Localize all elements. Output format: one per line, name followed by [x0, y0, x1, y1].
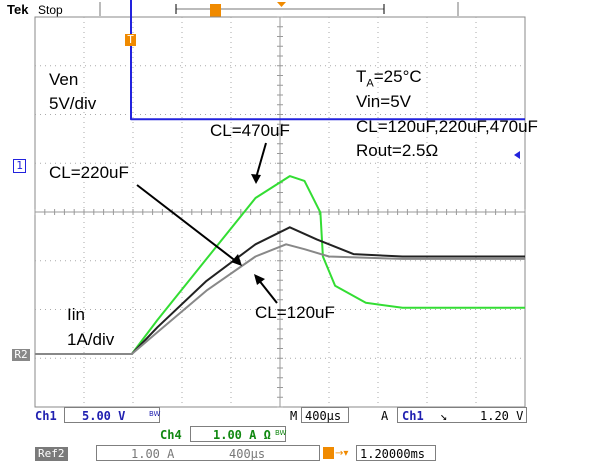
iin-scale-label: 1A/div: [67, 330, 115, 349]
iin-label: Iin: [67, 305, 85, 324]
ref2-readout-label: Ref2: [35, 447, 68, 461]
trigger-level: 1.20 V: [480, 409, 524, 423]
trigger-position-box[interactable]: 1.20000ms: [356, 445, 436, 461]
ch1-level-arrow: [514, 151, 520, 159]
arrow-cl120: [257, 278, 278, 304]
condition-ta: TA=25°C: [356, 67, 422, 90]
cl220-label: CL=220uF: [49, 163, 129, 182]
timebase-value: 400µs: [305, 409, 342, 423]
condition-cl: CL=120uF,220uF,470uF: [356, 117, 538, 136]
annotation-arrows: [136, 142, 278, 304]
ch1-bw-icon: BW: [149, 410, 161, 418]
ch4-bw-icon: BW: [275, 429, 287, 437]
ref2-info-box[interactable]: 1.00 A 400µs: [96, 445, 320, 461]
trace-cl-120uf: [35, 243, 525, 355]
record-position-marker: [210, 4, 221, 17]
record-bar: [99, 2, 459, 17]
graticule-grid: [34, 16, 526, 408]
ch1-scale-value: 5.00 V: [82, 409, 126, 423]
arrow-cl470: [255, 142, 267, 179]
ch4-scale-value: 1.00 A Ω: [213, 428, 271, 442]
ven-label: Ven: [49, 70, 79, 89]
trigger-mode: A: [381, 409, 389, 423]
cl470-label: CL=470uF: [210, 121, 290, 140]
ref2-scale: 1.00 A: [131, 447, 175, 461]
trigger-marker: T: [125, 34, 136, 46]
brand-logo: Tek: [7, 2, 29, 17]
ch1-marker: 1: [13, 159, 26, 173]
ref2-marker: R2: [12, 349, 30, 361]
ch4-scale-box[interactable]: 1.00 A Ω BW: [190, 426, 286, 442]
trace-cl-220uf: [35, 226, 525, 355]
arrow-cl220: [136, 184, 238, 263]
trace-cl-470uf: [35, 175, 525, 355]
trigger-source: Ch1: [402, 409, 424, 423]
arrow-right-icon: →▾: [335, 448, 349, 459]
condition-vin: Vin=5V: [356, 92, 411, 111]
ref2-timebase: 400µs: [229, 447, 266, 461]
trigger-position-value: 1.20000ms: [360, 447, 426, 461]
trigger-position-arrow: [277, 2, 286, 7]
acquisition-status: Stop: [38, 3, 63, 17]
timebase-prefix: M: [290, 409, 298, 423]
cl120-label: CL=120uF: [255, 303, 335, 322]
ch4-readout-label: Ch4: [160, 428, 182, 442]
condition-rout: Rout=2.5Ω: [356, 141, 439, 160]
ch1-scale-box[interactable]: 5.00 V BW: [64, 407, 160, 423]
trigger-slope-icon: ↘: [440, 409, 448, 423]
trigger-position-icon: [323, 447, 334, 459]
timebase-box[interactable]: 400µs: [301, 407, 349, 423]
trigger-box[interactable]: Ch1 ↘ 1.20 V: [397, 407, 527, 423]
ch1-readout-label: Ch1: [35, 409, 57, 423]
ven-scale-label: 5V/div: [49, 94, 97, 113]
trace-ven: [130, 0, 525, 121]
waveform-traces: [35, 0, 525, 355]
